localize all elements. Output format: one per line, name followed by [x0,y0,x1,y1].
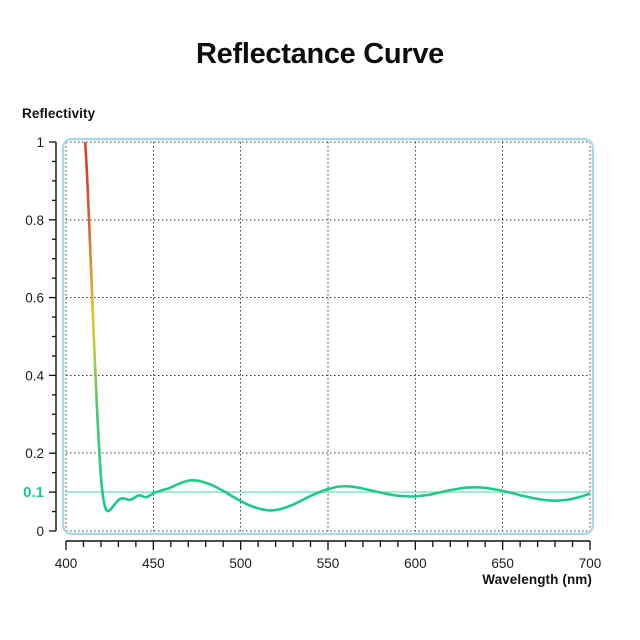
reflectance-curve [83,142,590,513]
x-tick-label: 650 [491,556,514,571]
y-axis [49,141,57,532]
y-tick-labels: 0 0.1 0.2 0.4 0.6 0.8 1 [23,135,44,539]
plot-area-border [61,137,595,536]
x-tick-label: 450 [142,556,165,571]
x-tick-label: 500 [229,556,252,571]
y-tick-label: 0.8 [25,213,44,228]
x-tick-labels: 400 450 500 550 600 650 700 [55,556,602,571]
x-tick-label: 550 [317,556,340,571]
y-tick-label: 0.6 [25,291,44,306]
x-tick-label: 600 [404,556,427,571]
y-tick-label: 0.2 [25,446,44,461]
gridlines [65,141,591,532]
x-tick-label: 400 [55,556,78,571]
y-axis-label: Reflectivity [22,106,96,121]
x-axis-label: Wavelength (nm) [482,572,592,587]
x-tick-label: 700 [579,556,602,571]
y-tick-label: 0.4 [25,368,44,383]
x-axis [65,540,591,550]
page-title: Reflectance Curve [196,38,444,70]
y-tick-label: 0 [36,524,44,539]
y-tick-label: 1 [36,135,44,150]
y-tick-label-highlight: 0.1 [23,484,44,501]
curve-path [83,142,590,513]
